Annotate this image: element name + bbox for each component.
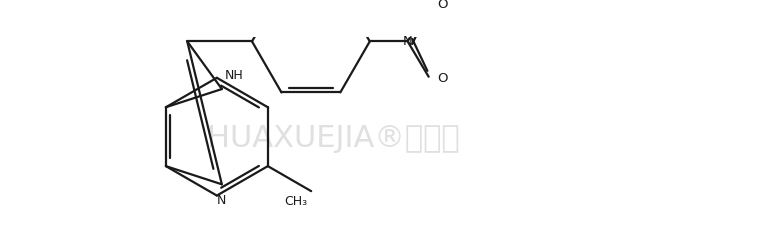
Text: O: O (437, 0, 448, 11)
Text: N: N (402, 35, 412, 48)
Text: HUAXUEJIA®化学加: HUAXUEJIA®化学加 (207, 124, 460, 153)
Text: N: N (217, 194, 227, 207)
Text: NH: NH (225, 69, 244, 82)
Text: O: O (437, 72, 448, 85)
Text: CH₃: CH₃ (284, 195, 307, 208)
